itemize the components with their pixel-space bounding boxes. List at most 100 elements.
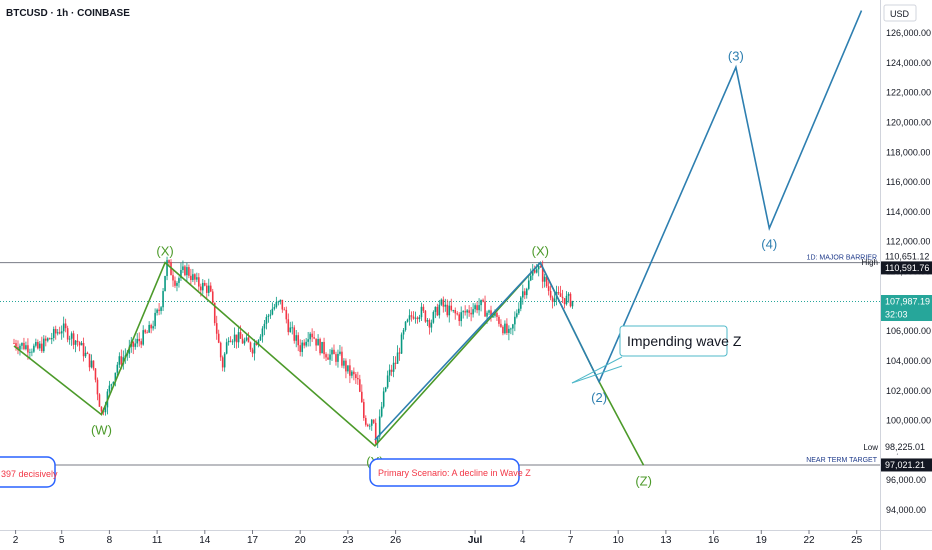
candle-body (15, 343, 17, 347)
candle-body (466, 310, 468, 313)
candle-body (525, 288, 528, 296)
candle-body (398, 352, 401, 354)
candle-body (561, 296, 564, 299)
wave-label-3: (3) (728, 48, 744, 63)
candle-body (313, 337, 315, 339)
high-price-tag: 110,651.12 (885, 252, 929, 262)
x-tick-label: Jul (468, 535, 483, 546)
major-barrier-label: 1D: MAJOR BARRIER (807, 255, 877, 262)
candle-body (470, 312, 472, 315)
candle-body (162, 291, 164, 308)
candle-body (506, 323, 508, 333)
callout-text: Impending wave Z (627, 333, 742, 349)
high-label: High (862, 258, 878, 267)
x-tick-label: 20 (295, 535, 307, 546)
candle-body (386, 375, 389, 388)
candle-body (35, 342, 37, 346)
candle-body (508, 328, 510, 333)
candle-body (275, 302, 278, 308)
candle-body (366, 424, 369, 427)
candle-body (343, 360, 345, 366)
candle-body (200, 286, 202, 291)
candle-body (33, 345, 35, 352)
candle-body (271, 308, 274, 315)
candle-body (152, 326, 154, 329)
candle-body (273, 307, 276, 309)
candle-body (205, 285, 208, 293)
candle-body (376, 436, 379, 444)
near-term-target-price-tag: 97,021.21 (885, 460, 925, 470)
candle-body (259, 336, 262, 341)
candle-body (512, 324, 514, 329)
wave-label-2: (2) (591, 390, 607, 405)
candle-body (311, 333, 313, 338)
candle-body (27, 345, 29, 353)
candle-body (285, 309, 288, 320)
x-tick-label: 2 (13, 535, 19, 546)
candle-body (468, 310, 470, 313)
x-tick-label: 17 (247, 535, 259, 546)
candle-body (45, 338, 47, 341)
x-tick-label: 4 (520, 535, 526, 546)
plot-area[interactable] (0, 0, 880, 530)
last-price-tag: 107,987.19 (885, 297, 930, 307)
major-barrier-price-tag: 110,591.76 (885, 263, 929, 273)
major-barrier-price-tag-bg (881, 261, 932, 275)
candle-body (64, 323, 67, 329)
wave-label-x2: (X) (532, 244, 549, 259)
currency-box[interactable] (883, 4, 917, 22)
candle-body (464, 311, 466, 313)
candle-body (202, 282, 204, 291)
candle-body (329, 354, 331, 360)
candle-body (215, 323, 218, 334)
candle-body (305, 341, 307, 346)
primary-pill-box (369, 458, 520, 487)
x-tick-label: 5 (59, 535, 65, 546)
candle-body (392, 362, 395, 372)
candle-body (54, 328, 57, 334)
candle-body (50, 338, 53, 340)
candle-body (378, 416, 381, 437)
impending-callout[interactable]: Impending wave Z (571, 325, 742, 384)
candle-body (307, 339, 309, 342)
candle-body (56, 332, 59, 334)
x-tick-label: 19 (756, 535, 768, 546)
last-price-tag-countdown: 32:03 (885, 310, 908, 320)
symbol-title: BTCUSD · 1h · COINBASE (6, 8, 130, 19)
y-tick-label: 124,000.00 (886, 58, 931, 68)
candle-body (180, 270, 182, 279)
candle-body (359, 379, 361, 392)
candle-body (219, 342, 222, 358)
candle-body (539, 266, 542, 268)
primary-scenario-pill[interactable]: Primary Scenario: A decline in Wave Z (369, 458, 531, 487)
x-tick-label: 23 (342, 535, 354, 546)
candle-body (496, 313, 498, 317)
candle-body (502, 326, 504, 334)
candle-body (186, 267, 188, 276)
candle-body (531, 270, 534, 276)
candle-body (251, 349, 254, 354)
candle-body (452, 310, 455, 311)
candle-body (144, 330, 146, 333)
candle-body (261, 328, 264, 337)
price-axis[interactable] (880, 0, 932, 550)
candle-body (120, 356, 123, 365)
candle-body (194, 274, 196, 280)
candle-body (446, 304, 449, 316)
currency-label: USD (890, 9, 910, 19)
candle-body (116, 364, 119, 373)
candle-body (243, 340, 246, 344)
candle-body (553, 298, 556, 302)
candle-body (374, 422, 377, 444)
candle-body (299, 345, 301, 352)
candle-body (567, 293, 570, 296)
x-axis-ticks: 2 5 8 11 14 17 20 23 26 Jul 4 7 10 13 16 19 22 25 (13, 530, 863, 546)
y-tick-label: 102,000.00 (886, 386, 931, 396)
last-price-tag-bg (881, 295, 932, 322)
low-label: Low (863, 443, 878, 452)
left-note-pill[interactable]: 397 decisively (0, 456, 58, 488)
x-tick-label: 13 (660, 535, 672, 546)
candle-body (309, 333, 311, 340)
candle-body (209, 285, 212, 292)
